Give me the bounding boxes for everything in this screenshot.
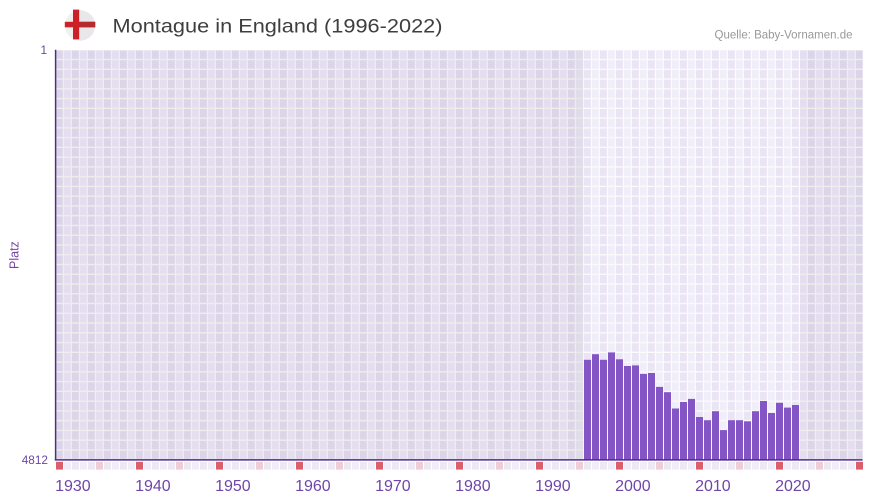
svg-text:2000: 2000 (615, 478, 651, 495)
svg-text:Quelle: Baby-Vornamen.de: Quelle: Baby-Vornamen.de (715, 27, 853, 41)
svg-text:2010: 2010 (695, 478, 731, 495)
svg-text:1960: 1960 (295, 478, 331, 495)
svg-text:Montague in England (1996-2022: Montague in England (1996-2022) (113, 16, 443, 38)
svg-text:1980: 1980 (455, 478, 491, 495)
svg-text:4812: 4812 (22, 453, 48, 467)
svg-text:1930: 1930 (55, 478, 91, 495)
svg-text:Platz: Platz (8, 241, 22, 269)
svg-text:1970: 1970 (375, 478, 411, 495)
svg-text:1940: 1940 (135, 478, 171, 495)
svg-text:1990: 1990 (535, 478, 571, 495)
svg-text:2020: 2020 (775, 478, 811, 495)
svg-text:1950: 1950 (215, 478, 251, 495)
svg-text:1: 1 (40, 43, 47, 57)
